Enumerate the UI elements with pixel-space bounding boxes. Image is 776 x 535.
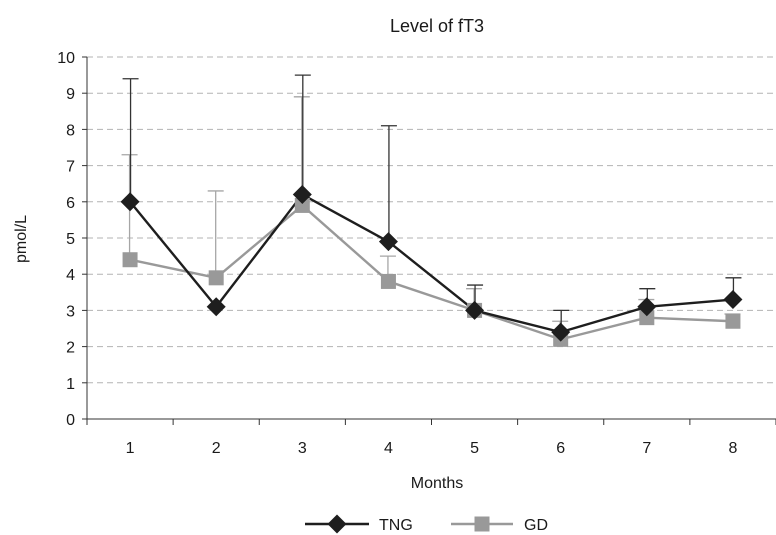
y-tick-label: 3 [66,303,75,320]
y-axis-label: pmol/L [13,215,30,263]
x-tick-label: 6 [556,440,565,457]
data-point-gd [122,252,138,268]
data-point-tng [378,232,398,252]
x-tick-label: 3 [298,440,307,457]
data-point-gd [639,310,655,326]
legend-label-gd: GD [524,517,548,534]
legend-marker-tng [327,514,347,534]
data-point-gd [725,313,741,329]
data-point-tng [723,290,743,310]
legend: TNG GD [305,514,548,534]
grid-lines [87,56,776,384]
data-point-tng [120,192,140,212]
chart-title: Level of fT3 [390,16,484,36]
y-tick-label: 4 [66,267,75,284]
y-tick-labels: 0 1 2 3 4 5 6 7 8 9 10 [57,50,75,429]
x-tick-labels: 1 2 3 4 5 6 7 8 [126,440,738,457]
y-tick-label: 8 [66,122,75,139]
x-tick-label: 4 [384,440,393,457]
y-tick-label: 9 [66,86,75,103]
data-point-gd [208,270,224,286]
data-point-tng [292,185,312,205]
series-line-gd [129,204,733,341]
legend-label-tng: TNG [379,517,413,534]
y-tick-label: 1 [66,376,75,393]
data-point-tng [465,300,485,320]
y-tick-label: 5 [66,231,75,248]
data-point-tng [206,297,226,317]
data-point-tng [637,297,657,317]
y-tick-label: 0 [66,412,75,429]
series-lines [129,193,734,341]
x-tick-label: 1 [126,440,135,457]
y-tick-label: 6 [66,195,75,212]
y-tick-label: 10 [57,50,75,67]
x-tick-label: 7 [642,440,651,457]
data-point-tng [551,322,571,342]
y-tick-label: 2 [66,340,75,357]
x-tick-label: 8 [728,440,737,457]
data-point-gd [294,197,310,213]
data-point-gd [380,273,396,289]
x-axis-label: Months [411,475,463,492]
series-markers [120,185,743,347]
x-tick-label: 5 [470,440,479,457]
y-tick-label: 7 [66,159,75,176]
x-tick-label: 2 [212,440,221,457]
axes [82,56,776,425]
legend-marker-gd [474,516,490,532]
series-line-tng [129,193,734,334]
